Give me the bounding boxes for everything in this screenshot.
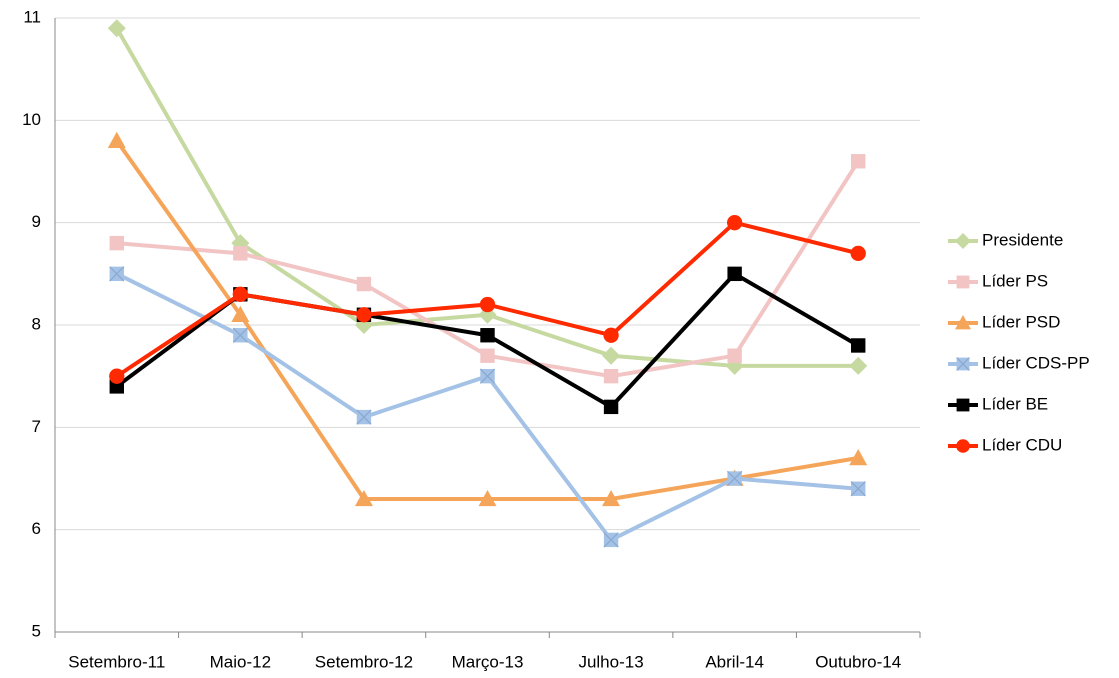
marker xyxy=(478,489,497,507)
legend-label: Líder BE xyxy=(982,394,1048,413)
series-line xyxy=(116,160,860,379)
marker xyxy=(107,19,126,38)
legend-label: Líder CDU xyxy=(982,435,1062,454)
marker xyxy=(726,215,743,231)
marker xyxy=(849,449,868,466)
marker-cross xyxy=(356,409,372,425)
legend-label: Líder PSD xyxy=(982,312,1060,331)
legend-label: Líder PS xyxy=(982,271,1048,290)
marker-cross xyxy=(479,368,496,384)
y-tick-label: 6 xyxy=(32,519,41,538)
marker xyxy=(727,266,742,282)
marker xyxy=(354,489,373,507)
y-tick-label: 9 xyxy=(32,212,41,231)
marker xyxy=(603,327,619,343)
marker xyxy=(956,398,970,412)
y-tick-label: 11 xyxy=(23,7,41,26)
y-tick-label: 7 xyxy=(32,417,41,436)
marker xyxy=(109,235,124,251)
marker xyxy=(851,154,866,169)
x-tick-label: Setembro-11 xyxy=(68,652,165,671)
marker xyxy=(955,233,971,249)
marker-cross xyxy=(109,266,125,282)
marker xyxy=(603,399,619,415)
marker xyxy=(109,368,125,384)
marker xyxy=(232,286,249,302)
x-tick-label: Julho-13 xyxy=(578,652,643,671)
legend-label: Líder CDS-PP xyxy=(982,353,1090,372)
marker xyxy=(356,276,372,292)
y-tick-label: 10 xyxy=(22,110,41,129)
x-tick-label: Março-13 xyxy=(452,652,524,671)
marker xyxy=(849,356,868,375)
marker-cross xyxy=(603,532,619,548)
marker xyxy=(602,489,621,507)
marker xyxy=(480,348,495,363)
y-tick-label: 5 xyxy=(32,621,41,640)
marker xyxy=(479,296,496,313)
marker xyxy=(956,439,970,453)
marker xyxy=(602,346,621,365)
marker xyxy=(356,307,372,323)
marker-cross xyxy=(850,481,866,497)
marker xyxy=(727,348,742,363)
marker xyxy=(107,131,126,148)
marker xyxy=(233,246,248,261)
marker xyxy=(231,305,250,322)
marker xyxy=(603,368,619,384)
x-tick-label: Setembro-12 xyxy=(315,652,413,671)
marker-cross xyxy=(232,327,248,343)
y-tick-label: 8 xyxy=(32,314,41,333)
marker xyxy=(851,338,866,353)
legend-label: Presidente xyxy=(982,230,1063,249)
x-tick-label: Outubro-14 xyxy=(815,652,901,671)
marker-cross xyxy=(956,357,970,371)
x-tick-label: Abril-14 xyxy=(705,652,764,671)
marker xyxy=(956,275,970,289)
marker xyxy=(480,328,495,343)
x-tick-label: Maio-12 xyxy=(210,652,271,671)
marker xyxy=(850,245,866,262)
marker-cross xyxy=(727,470,743,487)
marker xyxy=(955,315,971,330)
